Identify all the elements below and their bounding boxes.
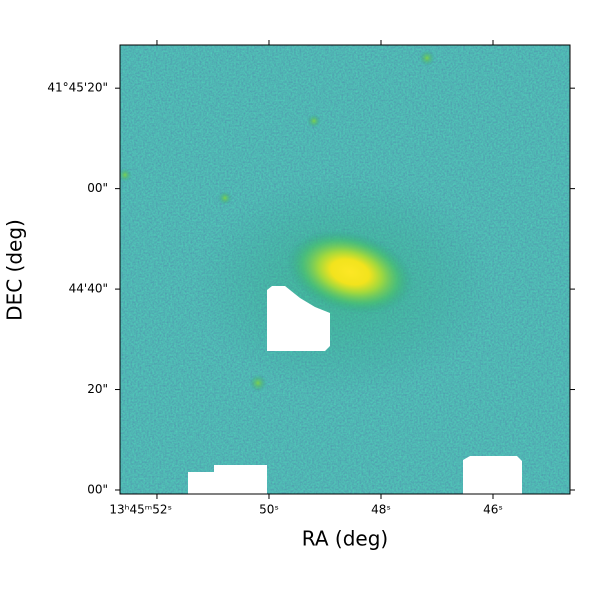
y-tick-label: 41°45'20" [47, 81, 108, 95]
y-tick-label: 20" [87, 382, 108, 396]
x-tick-label: 46ˢ [483, 503, 503, 517]
y-tick-label: 00" [87, 482, 108, 496]
y-tick-label: 00" [87, 181, 108, 195]
x-tick-label: 48ˢ [371, 503, 391, 517]
frame [119, 44, 571, 495]
x-tick-label: 50ˢ [259, 503, 279, 517]
y-axis-label: DEC (deg) [3, 219, 27, 321]
sky-image [120, 45, 570, 494]
x-tick-label: 13ʰ45ᵐ52ˢ [109, 503, 172, 517]
x-axis-label: RA (deg) [302, 527, 388, 551]
y-tick-label: 44'40" [69, 282, 108, 296]
